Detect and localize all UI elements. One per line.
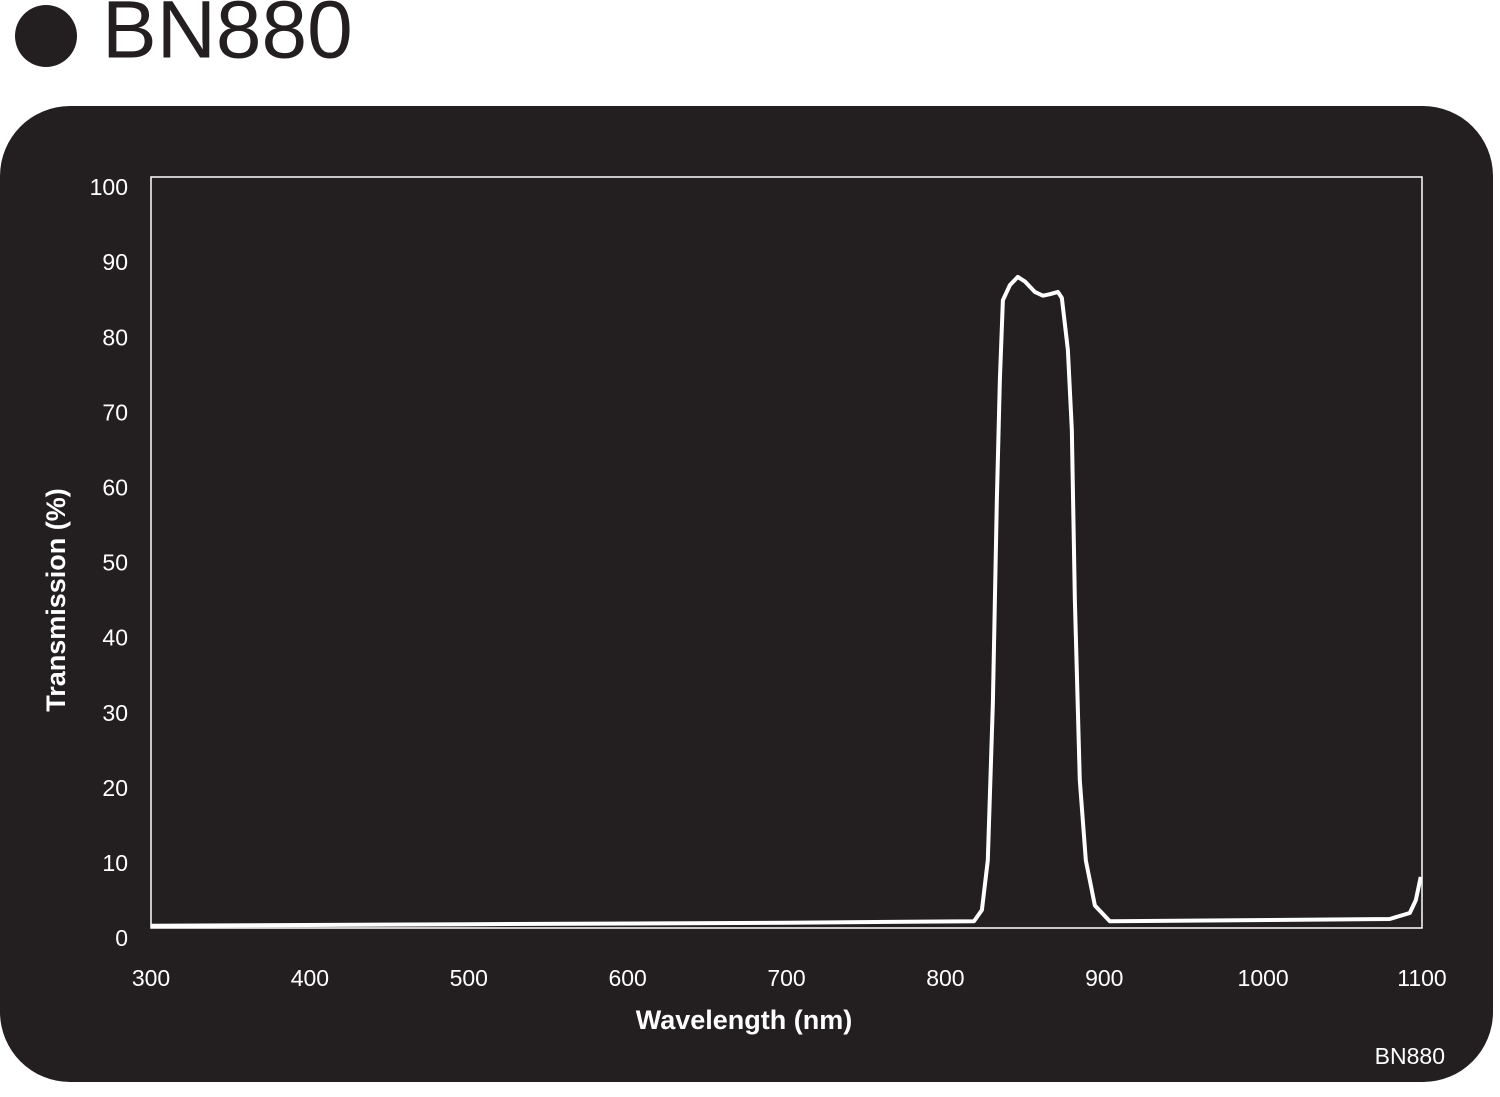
y-tick-label: 10 [102,850,128,876]
chart-title: BN880 [102,0,353,76]
x-tick-label: 400 [291,965,329,991]
y-tick-label: 30 [102,700,128,726]
plot-frame [150,176,1423,929]
y-tick-label: 60 [102,474,128,500]
x-tick-label: 300 [132,965,170,991]
y-tick-label: 80 [102,324,128,350]
y-tick-label: 70 [102,399,128,425]
x-tick-label: 800 [926,965,964,991]
y-tick-label: 100 [90,174,128,200]
x-tick-label: 1000 [1238,965,1289,991]
transmission-line [150,274,1423,928]
x-axis-label: Wavelength (nm) [636,1005,853,1035]
y-tick-label: 50 [102,550,128,576]
y-tick-label: 20 [102,775,128,801]
footnote: BN880 [1375,1043,1445,1069]
x-tick-label: 500 [450,965,488,991]
x-tick-label: 900 [1085,965,1123,991]
x-tick-label: 600 [608,965,646,991]
y-tick-label: 90 [102,249,128,275]
x-tick-label: 1100 [1397,965,1446,991]
title-bullet [15,5,77,67]
y-tick-label: 0 [115,925,128,951]
y-tick-label: 40 [102,625,128,651]
y-axis-label: Transmission (%) [41,488,71,712]
x-tick-label: 700 [767,965,805,991]
chart-panel [0,106,1493,1082]
